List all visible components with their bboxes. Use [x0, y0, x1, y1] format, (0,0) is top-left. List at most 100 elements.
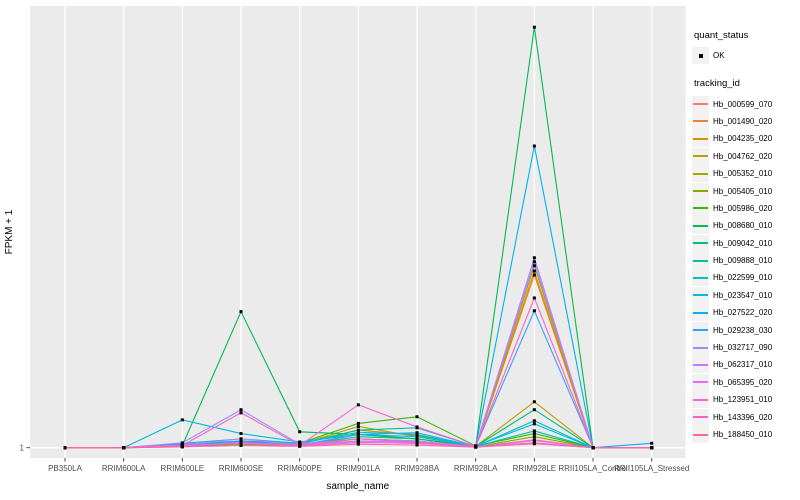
legend-key-swatch	[692, 321, 709, 339]
data-point	[180, 418, 184, 422]
legend-label: Hb_005986_020	[713, 203, 773, 213]
legend-item: Hb_008680_010	[692, 217, 798, 235]
legend-label: Hb_023547_010	[713, 290, 773, 300]
legend-label: Hb_009888_010	[713, 256, 773, 266]
legend-item: Hb_009042_010	[692, 234, 798, 252]
data-point	[122, 446, 126, 450]
legend-key-swatch	[692, 199, 709, 217]
legend-item: Hb_032717_090	[692, 339, 798, 357]
legend-line-icon	[693, 433, 708, 436]
data-point	[415, 443, 419, 447]
legend-line-icon	[693, 155, 708, 158]
legend-label: Hb_062317_010	[713, 360, 773, 370]
data-point	[356, 440, 360, 444]
legend-label: Hb_022599_010	[713, 273, 773, 283]
legend-item: Hb_023547_010	[692, 286, 798, 304]
legend-label: Hb_065395_020	[713, 377, 773, 387]
legend-line-icon	[693, 346, 708, 349]
data-point	[532, 419, 536, 423]
legend-label: Hb_004762_020	[713, 151, 773, 161]
data-point	[415, 437, 419, 441]
point-symbol-icon	[698, 53, 703, 58]
legend-item: Hb_009888_010	[692, 252, 798, 270]
data-point	[356, 403, 360, 407]
x-tick-label: RRIM600LA	[102, 464, 146, 473]
legend-item-list: Hb_000599_070 Hb_001490_020 Hb_004235_020 H…	[692, 95, 798, 443]
data-point	[532, 269, 536, 273]
legend-item: Hb_004762_020	[692, 147, 798, 165]
legend-label: Hb_000599_070	[713, 99, 773, 109]
legend-line-icon	[693, 190, 708, 193]
data-point	[298, 444, 302, 448]
data-point	[180, 445, 184, 449]
data-point	[532, 432, 536, 436]
legend-line-icon	[693, 137, 708, 140]
data-point	[356, 432, 360, 436]
legend-key-swatch	[692, 408, 709, 426]
legend-item: Hb_143396_020	[692, 408, 798, 426]
data-point	[415, 432, 419, 436]
legend-item: Hb_001490_020	[692, 112, 798, 130]
x-tick-label: PB350LA	[48, 464, 82, 473]
data-point	[650, 441, 654, 445]
data-point	[532, 435, 536, 439]
legend-key-swatch	[692, 391, 709, 409]
legend: quant_status OK tracking_id Hb_000599_07…	[692, 30, 798, 443]
data-point	[532, 400, 536, 404]
legend-key-swatch	[692, 112, 709, 130]
legend-item: Hb_123951_010	[692, 391, 798, 409]
legend-label: Hb_032717_090	[713, 343, 773, 353]
legend-item: Hb_065395_020	[692, 373, 798, 391]
data-point	[532, 144, 536, 148]
legend-item: Hb_005986_020	[692, 199, 798, 217]
legend-line-icon	[693, 329, 708, 332]
legend-label-ok: OK	[713, 51, 725, 61]
data-point	[356, 437, 360, 441]
y-axis-title: FPKM + 1	[4, 209, 15, 254]
legend-item: Hb_000599_070	[692, 95, 798, 113]
legend-key-swatch	[692, 147, 709, 165]
legend-key-swatch	[692, 95, 709, 113]
data-point	[239, 310, 243, 314]
legend-line-icon	[693, 416, 708, 419]
x-tick-label: RRIM600PE	[277, 464, 321, 473]
legend-item: Hb_188450_010	[692, 426, 798, 443]
data-point	[415, 431, 419, 435]
legend-item: Hb_005405_010	[692, 182, 798, 200]
x-tick-label: RRIM928BA	[395, 464, 440, 473]
data-point	[532, 309, 536, 313]
data-point	[532, 273, 536, 277]
x-tick-label: RRIM928LA	[454, 464, 498, 473]
legend-label: Hb_008680_010	[713, 221, 773, 231]
legend-line-icon	[693, 311, 708, 314]
legend-item: Hb_027522_020	[692, 304, 798, 322]
legend-line-icon	[693, 207, 708, 210]
legend-line-icon	[693, 363, 708, 366]
legend-item: Hb_029238_030	[692, 321, 798, 339]
data-point	[415, 440, 419, 444]
data-point	[63, 446, 67, 450]
legend-key-swatch	[692, 339, 709, 357]
legend-key-swatch	[692, 217, 709, 235]
legend-key-swatch	[692, 426, 709, 443]
legend-line-icon	[693, 172, 708, 175]
legend-item: Hb_022599_010	[692, 269, 798, 287]
x-tick-label: RRII105LA_Control	[558, 464, 628, 473]
data-point	[474, 445, 478, 449]
data-point	[532, 264, 536, 268]
legend-key-swatch	[692, 252, 709, 270]
legend-label: Hb_005352_010	[713, 169, 773, 179]
data-point	[180, 441, 184, 445]
legend-label: Hb_188450_010	[713, 430, 773, 439]
legend-line-icon	[693, 259, 708, 262]
x-tick-label: RRII105LA_Stressed	[614, 464, 689, 473]
y-tick-label: 1	[20, 444, 25, 453]
legend-line-icon	[693, 381, 708, 384]
legend-line-icon	[693, 398, 708, 401]
legend-item: Hb_005352_010	[692, 165, 798, 183]
data-point	[650, 446, 654, 450]
legend-label: Hb_005405_010	[713, 186, 773, 196]
data-point	[532, 439, 536, 443]
